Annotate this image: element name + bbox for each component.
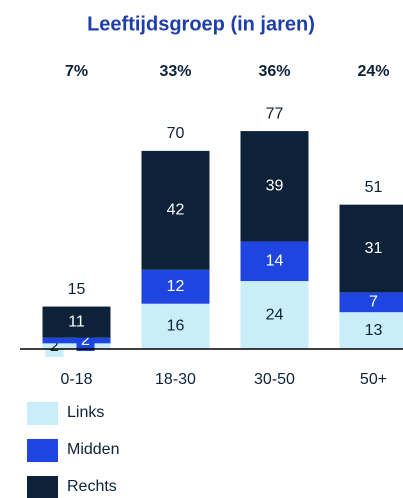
value-label: 2 [50, 338, 59, 355]
value-label: 13 [365, 322, 383, 339]
bar-segment [42, 306, 111, 338]
bar-segment [240, 131, 309, 242]
value-label: 2 [81, 332, 90, 349]
bar-segment [141, 303, 210, 349]
value-label: 16 [167, 318, 185, 335]
value-label: 31 [365, 240, 383, 257]
x-tick-label: 50+ [360, 371, 387, 388]
bar-segment [339, 292, 403, 313]
legend-swatch [27, 476, 58, 498]
bar-segment [339, 312, 403, 349]
legend-swatch [27, 402, 58, 425]
share-label: 33% [159, 63, 191, 80]
total-label: 51 [365, 179, 383, 196]
total-label: 77 [266, 105, 284, 122]
bar-segment [141, 150, 210, 270]
legend-label: Rechts [67, 478, 117, 495]
total-label: 70 [167, 125, 185, 142]
bar-segment [339, 204, 403, 293]
value-label: 11 [68, 313, 85, 330]
share-label: 24% [357, 63, 389, 80]
legend-label: Links [67, 404, 104, 421]
bar-segment [240, 241, 309, 282]
x-tick-label: 0-18 [60, 371, 92, 388]
share-label: 36% [258, 63, 290, 80]
value-label: 14 [266, 252, 284, 269]
x-tick-label: 30-50 [254, 371, 295, 388]
value-label: 42 [167, 202, 185, 219]
value-label: 39 [266, 177, 284, 194]
value-label: 7 [369, 294, 378, 311]
value-label: 12 [167, 278, 185, 295]
bar-segment [240, 281, 309, 349]
legend-label: Midden [67, 441, 119, 458]
legend-swatch [27, 439, 58, 462]
total-label: 15 [68, 281, 86, 298]
bar-segment [141, 269, 210, 304]
value-label: 24 [266, 306, 284, 323]
x-tick-label: 18-30 [155, 371, 196, 388]
chart-title: Leeftijdsgroep (in jaren) [87, 13, 315, 35]
share-label: 7% [65, 63, 88, 80]
